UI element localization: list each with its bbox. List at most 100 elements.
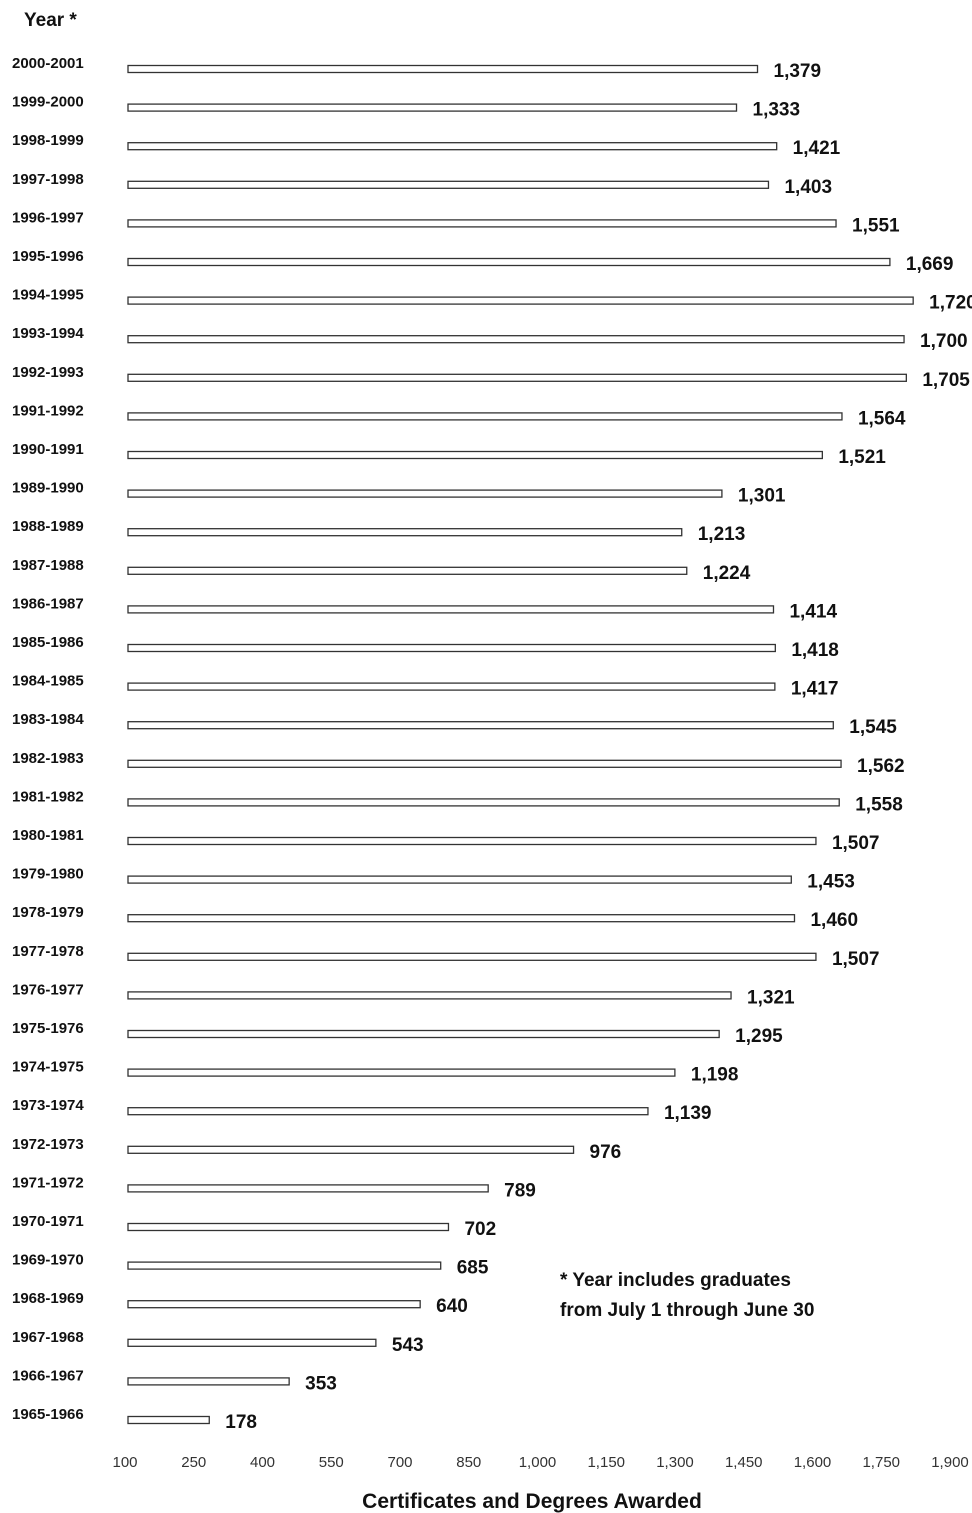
x-tick-label: 250 (181, 1454, 206, 1471)
bar (127, 1068, 676, 1077)
bar (127, 412, 843, 421)
bar (127, 914, 796, 923)
x-axis-ticks: 100 250 400 550 700 850 1,000 1,150 1,300 1,450 1,… (112, 1454, 968, 1471)
y-tick-label: 1986-1987 (12, 595, 84, 612)
footnote-line-2: from July 1 through June 30 (560, 1300, 814, 1321)
bar (127, 1377, 290, 1386)
bar (127, 566, 688, 575)
bar (127, 798, 840, 807)
data-label: 789 (504, 1180, 536, 1201)
x-tick-label: 1,900 (931, 1454, 969, 1471)
x-tick-label: 1,750 (862, 1454, 900, 1471)
y-tick-label: 1988-1989 (12, 518, 84, 535)
y-tick-label: 1994-1995 (12, 287, 84, 304)
y-tick-label: 1999-2000 (12, 94, 84, 111)
x-tick-label: 700 (387, 1454, 412, 1471)
data-label: 1,705 (922, 370, 970, 391)
bar (127, 103, 738, 112)
bar (127, 721, 834, 730)
bar (127, 1107, 649, 1116)
bar (127, 142, 778, 151)
bar (127, 952, 817, 961)
y-tick-label: 1966-1967 (12, 1367, 84, 1384)
bar (127, 180, 770, 189)
x-tick-label: 1,150 (587, 1454, 625, 1471)
bar (127, 1145, 575, 1154)
y-tick-label: 1973-1974 (12, 1097, 84, 1114)
chart-rows: 2000-2001 1,379 1999-2000 1,333 1998-1999 1,4… (12, 55, 972, 1433)
x-tick-label: 400 (250, 1454, 275, 1471)
y-tick-label: 1974-1975 (12, 1059, 84, 1076)
y-tick-label: 1977-1978 (12, 943, 84, 960)
x-tick-label: 1,300 (656, 1454, 694, 1471)
bar (127, 335, 905, 344)
data-label: 1,418 (791, 640, 839, 661)
y-tick-label: 1968-1969 (12, 1290, 84, 1307)
footnote-line-1: * Year includes graduates (560, 1270, 791, 1291)
bar (127, 759, 842, 768)
data-label: 1,421 (793, 138, 841, 159)
bar (127, 682, 776, 691)
data-label: 1,417 (791, 679, 839, 700)
data-label: 1,301 (738, 486, 786, 507)
data-label: 976 (590, 1142, 622, 1163)
y-tick-label: 1969-1970 (12, 1252, 84, 1269)
bar (127, 257, 891, 267)
y-tick-label: 1976-1977 (12, 981, 84, 998)
y-axis-title: Year * (24, 10, 77, 31)
bar (127, 1415, 210, 1425)
data-label: 1,564 (858, 408, 906, 429)
y-tick-label: 1980-1981 (12, 827, 84, 844)
data-label: 1,507 (832, 833, 880, 854)
bar (127, 528, 683, 537)
bar (127, 64, 759, 74)
y-tick-label: 1971-1972 (12, 1174, 84, 1191)
data-label: 1,507 (832, 949, 880, 970)
y-tick-label: 1965-1966 (12, 1406, 84, 1423)
y-tick-label: 1985-1986 (12, 634, 84, 651)
data-label: 1,545 (849, 717, 897, 738)
data-label: 640 (436, 1296, 468, 1317)
bar (127, 489, 723, 498)
y-tick-label: 1972-1973 (12, 1136, 84, 1153)
y-tick-label: 1997-1998 (12, 171, 84, 188)
data-label: 1,414 (789, 601, 837, 622)
y-tick-label: 1990-1991 (12, 441, 84, 458)
data-label: 1,562 (857, 756, 905, 777)
x-tick-label: 1,450 (725, 1454, 763, 1471)
data-label: 1,558 (855, 794, 903, 815)
bar (127, 1338, 377, 1347)
y-tick-label: 1981-1982 (12, 788, 84, 805)
data-label: 1,700 (920, 331, 968, 352)
x-tick-label: 1,000 (519, 1454, 557, 1471)
y-tick-label: 1998-1999 (12, 132, 84, 149)
y-tick-label: 2000-2001 (12, 55, 84, 72)
data-label: 1,224 (703, 563, 751, 584)
y-tick-label: 1989-1990 (12, 480, 84, 497)
y-tick-label: 1975-1976 (12, 1020, 84, 1037)
y-tick-label: 1993-1994 (12, 325, 84, 342)
data-label: 1,720 (929, 293, 972, 314)
data-label: 1,521 (838, 447, 886, 468)
bar (127, 643, 776, 653)
x-tick-label: 550 (319, 1454, 344, 1471)
y-tick-label: 1984-1985 (12, 673, 84, 690)
data-label: 1,139 (664, 1103, 712, 1124)
data-label: 178 (225, 1412, 257, 1433)
bar (127, 991, 732, 1000)
data-label: 353 (305, 1373, 337, 1394)
y-tick-label: 1983-1984 (12, 711, 84, 728)
bar (127, 373, 907, 382)
y-tick-label: 1987-1988 (12, 557, 84, 574)
y-tick-label: 1978-1979 (12, 904, 84, 921)
bar (127, 219, 837, 228)
bar (127, 1261, 442, 1270)
x-tick-label: 1,600 (794, 1454, 832, 1471)
data-label: 1,669 (906, 254, 954, 275)
data-label: 1,321 (747, 987, 795, 1008)
y-tick-label: 1996-1997 (12, 209, 84, 226)
bar (127, 450, 823, 460)
y-tick-label: 1992-1993 (12, 364, 84, 381)
data-label: 1,403 (784, 177, 832, 198)
